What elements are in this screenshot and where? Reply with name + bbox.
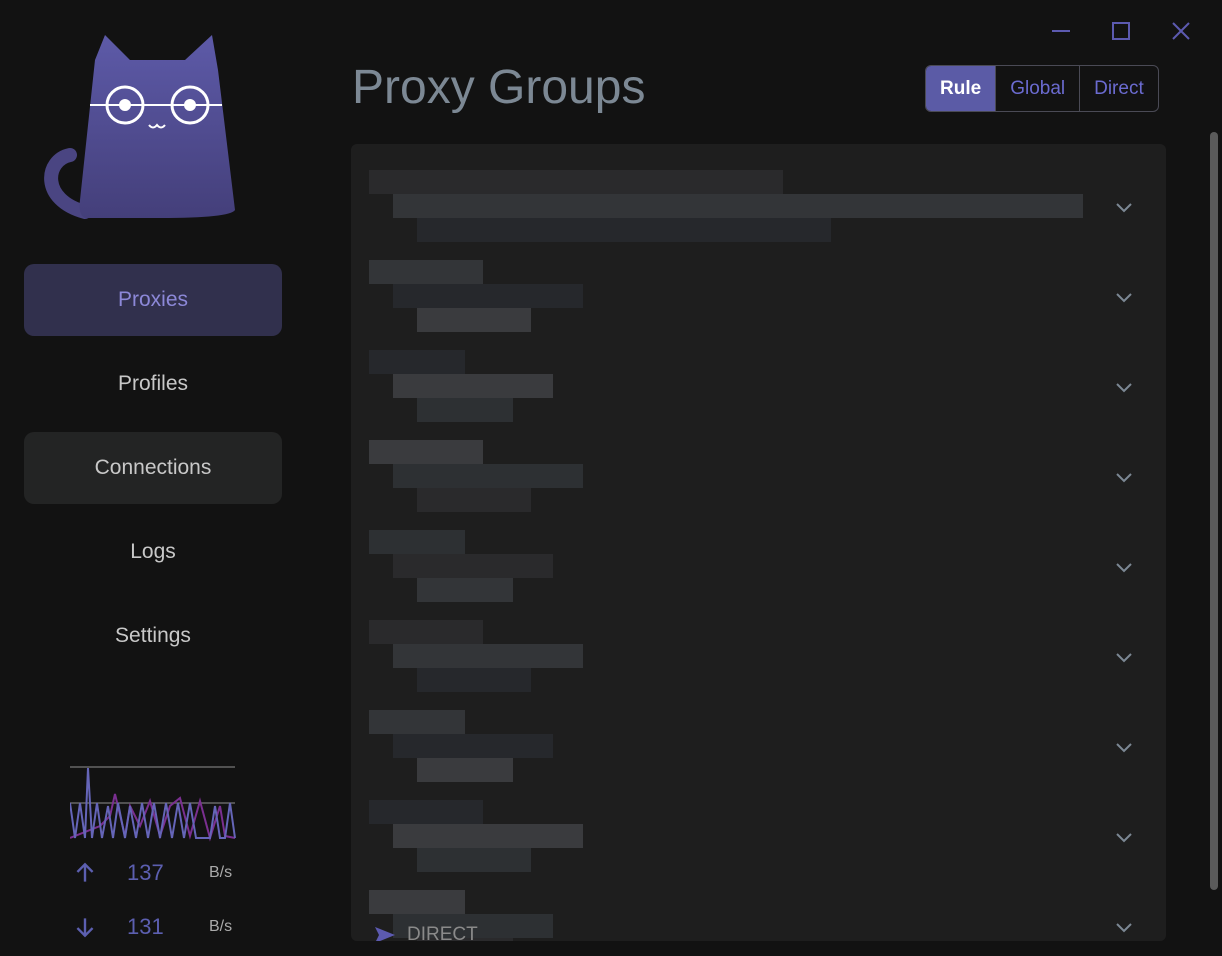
redacted-text: [417, 218, 831, 242]
redacted-text: [417, 308, 531, 332]
upload-line: [70, 767, 236, 839]
redacted-text: [393, 914, 553, 938]
redacted-text: [369, 260, 483, 284]
arrow-down-icon: [76, 918, 94, 938]
chevron-down-icon[interactable]: [1114, 562, 1134, 574]
chevron-down-icon[interactable]: [1114, 742, 1134, 754]
upload-value: 137: [127, 860, 164, 885]
scrollbar[interactable]: [1210, 132, 1218, 890]
proxy-group-row[interactable]: [351, 246, 1166, 336]
mode-direct-button[interactable]: Direct: [1079, 66, 1158, 111]
nav-label: Proxies: [117, 288, 189, 311]
chevron-down-icon[interactable]: [1114, 382, 1134, 394]
upload-rate: 137 B/s: [72, 860, 232, 886]
chevron-down-icon[interactable]: [1114, 832, 1134, 844]
chevron-down-icon[interactable]: [1114, 292, 1134, 304]
nav-label: Profiles: [117, 372, 189, 395]
nav-logs[interactable]: Logs: [24, 516, 282, 588]
redacted-text: [417, 848, 531, 872]
selected-proxy-name: DIRECT: [407, 924, 478, 941]
redacted-text: [393, 824, 583, 848]
download-value: 131: [127, 914, 164, 939]
cat-logo: [44, 35, 235, 219]
redacted-text: [393, 464, 583, 488]
redacted-text: [369, 890, 465, 914]
redacted-text: [393, 734, 553, 758]
redacted-text: [369, 440, 483, 464]
minimize-icon[interactable]: [1048, 18, 1074, 44]
redacted-text: [369, 800, 483, 824]
nav-settings[interactable]: Settings: [24, 600, 282, 672]
redacted-text: [393, 374, 553, 398]
proxy-group-row[interactable]: [351, 696, 1166, 786]
traffic-graph: [70, 766, 236, 842]
nav-label: Logs: [130, 540, 176, 563]
redacted-text: [417, 398, 513, 422]
redacted-text: [369, 170, 783, 194]
proxy-group-row[interactable]: [351, 156, 1166, 246]
redacted-text: [369, 530, 465, 554]
upload-unit: B/s: [209, 864, 233, 881]
chevron-down-icon[interactable]: [1114, 922, 1134, 934]
close-icon[interactable]: [1168, 18, 1194, 44]
redacted-text: [417, 758, 513, 782]
nav-connections[interactable]: Connections: [24, 432, 282, 504]
redacted-text: [417, 578, 513, 602]
chevron-down-icon[interactable]: [1114, 652, 1134, 664]
proxy-group-row[interactable]: [351, 876, 1166, 941]
proxy-group-row[interactable]: [351, 426, 1166, 516]
arrow-up-icon: [76, 862, 94, 882]
redacted-text: [417, 938, 513, 941]
mode-global-button[interactable]: Global: [995, 66, 1079, 111]
redacted-text: [417, 668, 531, 692]
redacted-text: [393, 644, 583, 668]
proxy-group-row[interactable]: [351, 336, 1166, 426]
download-unit: B/s: [209, 918, 233, 935]
nav-profiles[interactable]: Profiles: [24, 348, 282, 420]
selected-proxy: DIRECT: [375, 924, 478, 941]
redacted-text: [393, 284, 583, 308]
nav-label: Settings: [115, 624, 191, 647]
redacted-text: [393, 194, 1083, 218]
download-rate: 131 B/s: [72, 914, 232, 940]
mode-switch: Rule Global Direct: [925, 65, 1159, 112]
maximize-icon[interactable]: [1108, 18, 1134, 44]
redacted-text: [369, 350, 465, 374]
redacted-text: [393, 554, 553, 578]
proxy-group-row[interactable]: [351, 516, 1166, 606]
nav-label: Connections: [94, 456, 212, 479]
proxy-group-row[interactable]: [351, 606, 1166, 696]
mode-rule-button[interactable]: Rule: [926, 66, 996, 111]
sidebar: Proxies Profiles Connections Logs Settin…: [0, 0, 306, 956]
redacted-text: [369, 710, 465, 734]
chevron-down-icon[interactable]: [1114, 202, 1134, 214]
page-title: Proxy Groups: [352, 61, 646, 114]
chevron-down-icon[interactable]: [1114, 472, 1134, 484]
proxy-group-list: DIRECT: [351, 144, 1166, 941]
nav-proxies[interactable]: Proxies: [24, 264, 282, 336]
proxy-group-row[interactable]: [351, 786, 1166, 876]
redacted-text: [417, 488, 531, 512]
redacted-text: [369, 620, 483, 644]
send-icon: [375, 927, 395, 941]
